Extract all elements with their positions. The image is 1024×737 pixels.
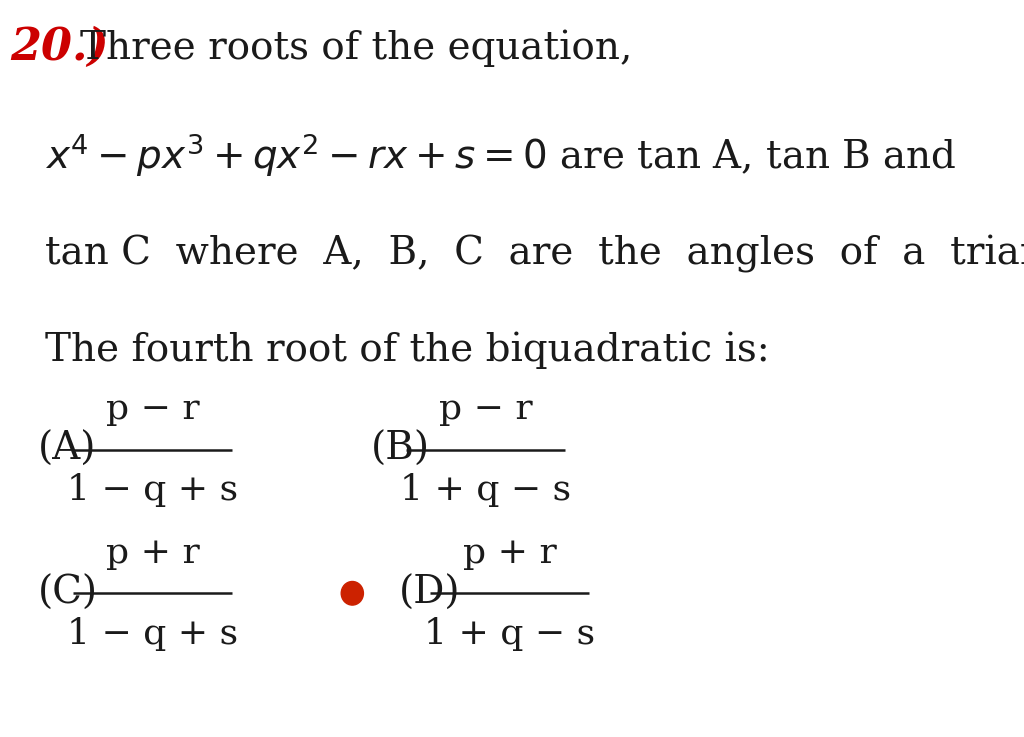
Text: 20.): 20.) <box>10 27 109 69</box>
Circle shape <box>341 581 364 605</box>
Text: p − r: p − r <box>438 392 532 426</box>
Text: (A): (A) <box>38 431 96 468</box>
Text: p + r: p + r <box>105 536 200 570</box>
Text: (D): (D) <box>398 575 461 612</box>
Text: p + r: p + r <box>463 536 557 570</box>
Text: 1 − q + s: 1 − q + s <box>67 617 239 651</box>
Text: 1 + q − s: 1 + q − s <box>424 617 595 651</box>
Text: (B): (B) <box>371 431 430 468</box>
Text: Three roots of the equation,: Three roots of the equation, <box>80 29 632 66</box>
Text: 1 + q − s: 1 + q − s <box>400 473 571 507</box>
Text: tan C  where  A,  B,  C  are  the  angles  of  a  triangle.: tan C where A, B, C are the angles of a … <box>45 235 1024 273</box>
Text: $x^4 - px^3 + qx^2 - rx + s = 0$ are tan A, tan B and: $x^4 - px^3 + qx^2 - rx + s = 0$ are tan… <box>45 131 956 178</box>
Text: The fourth root of the biquadratic is:: The fourth root of the biquadratic is: <box>45 332 770 368</box>
Text: 1 − q + s: 1 − q + s <box>67 473 239 507</box>
Text: p − r: p − r <box>105 392 200 426</box>
Text: (C): (C) <box>38 575 98 612</box>
